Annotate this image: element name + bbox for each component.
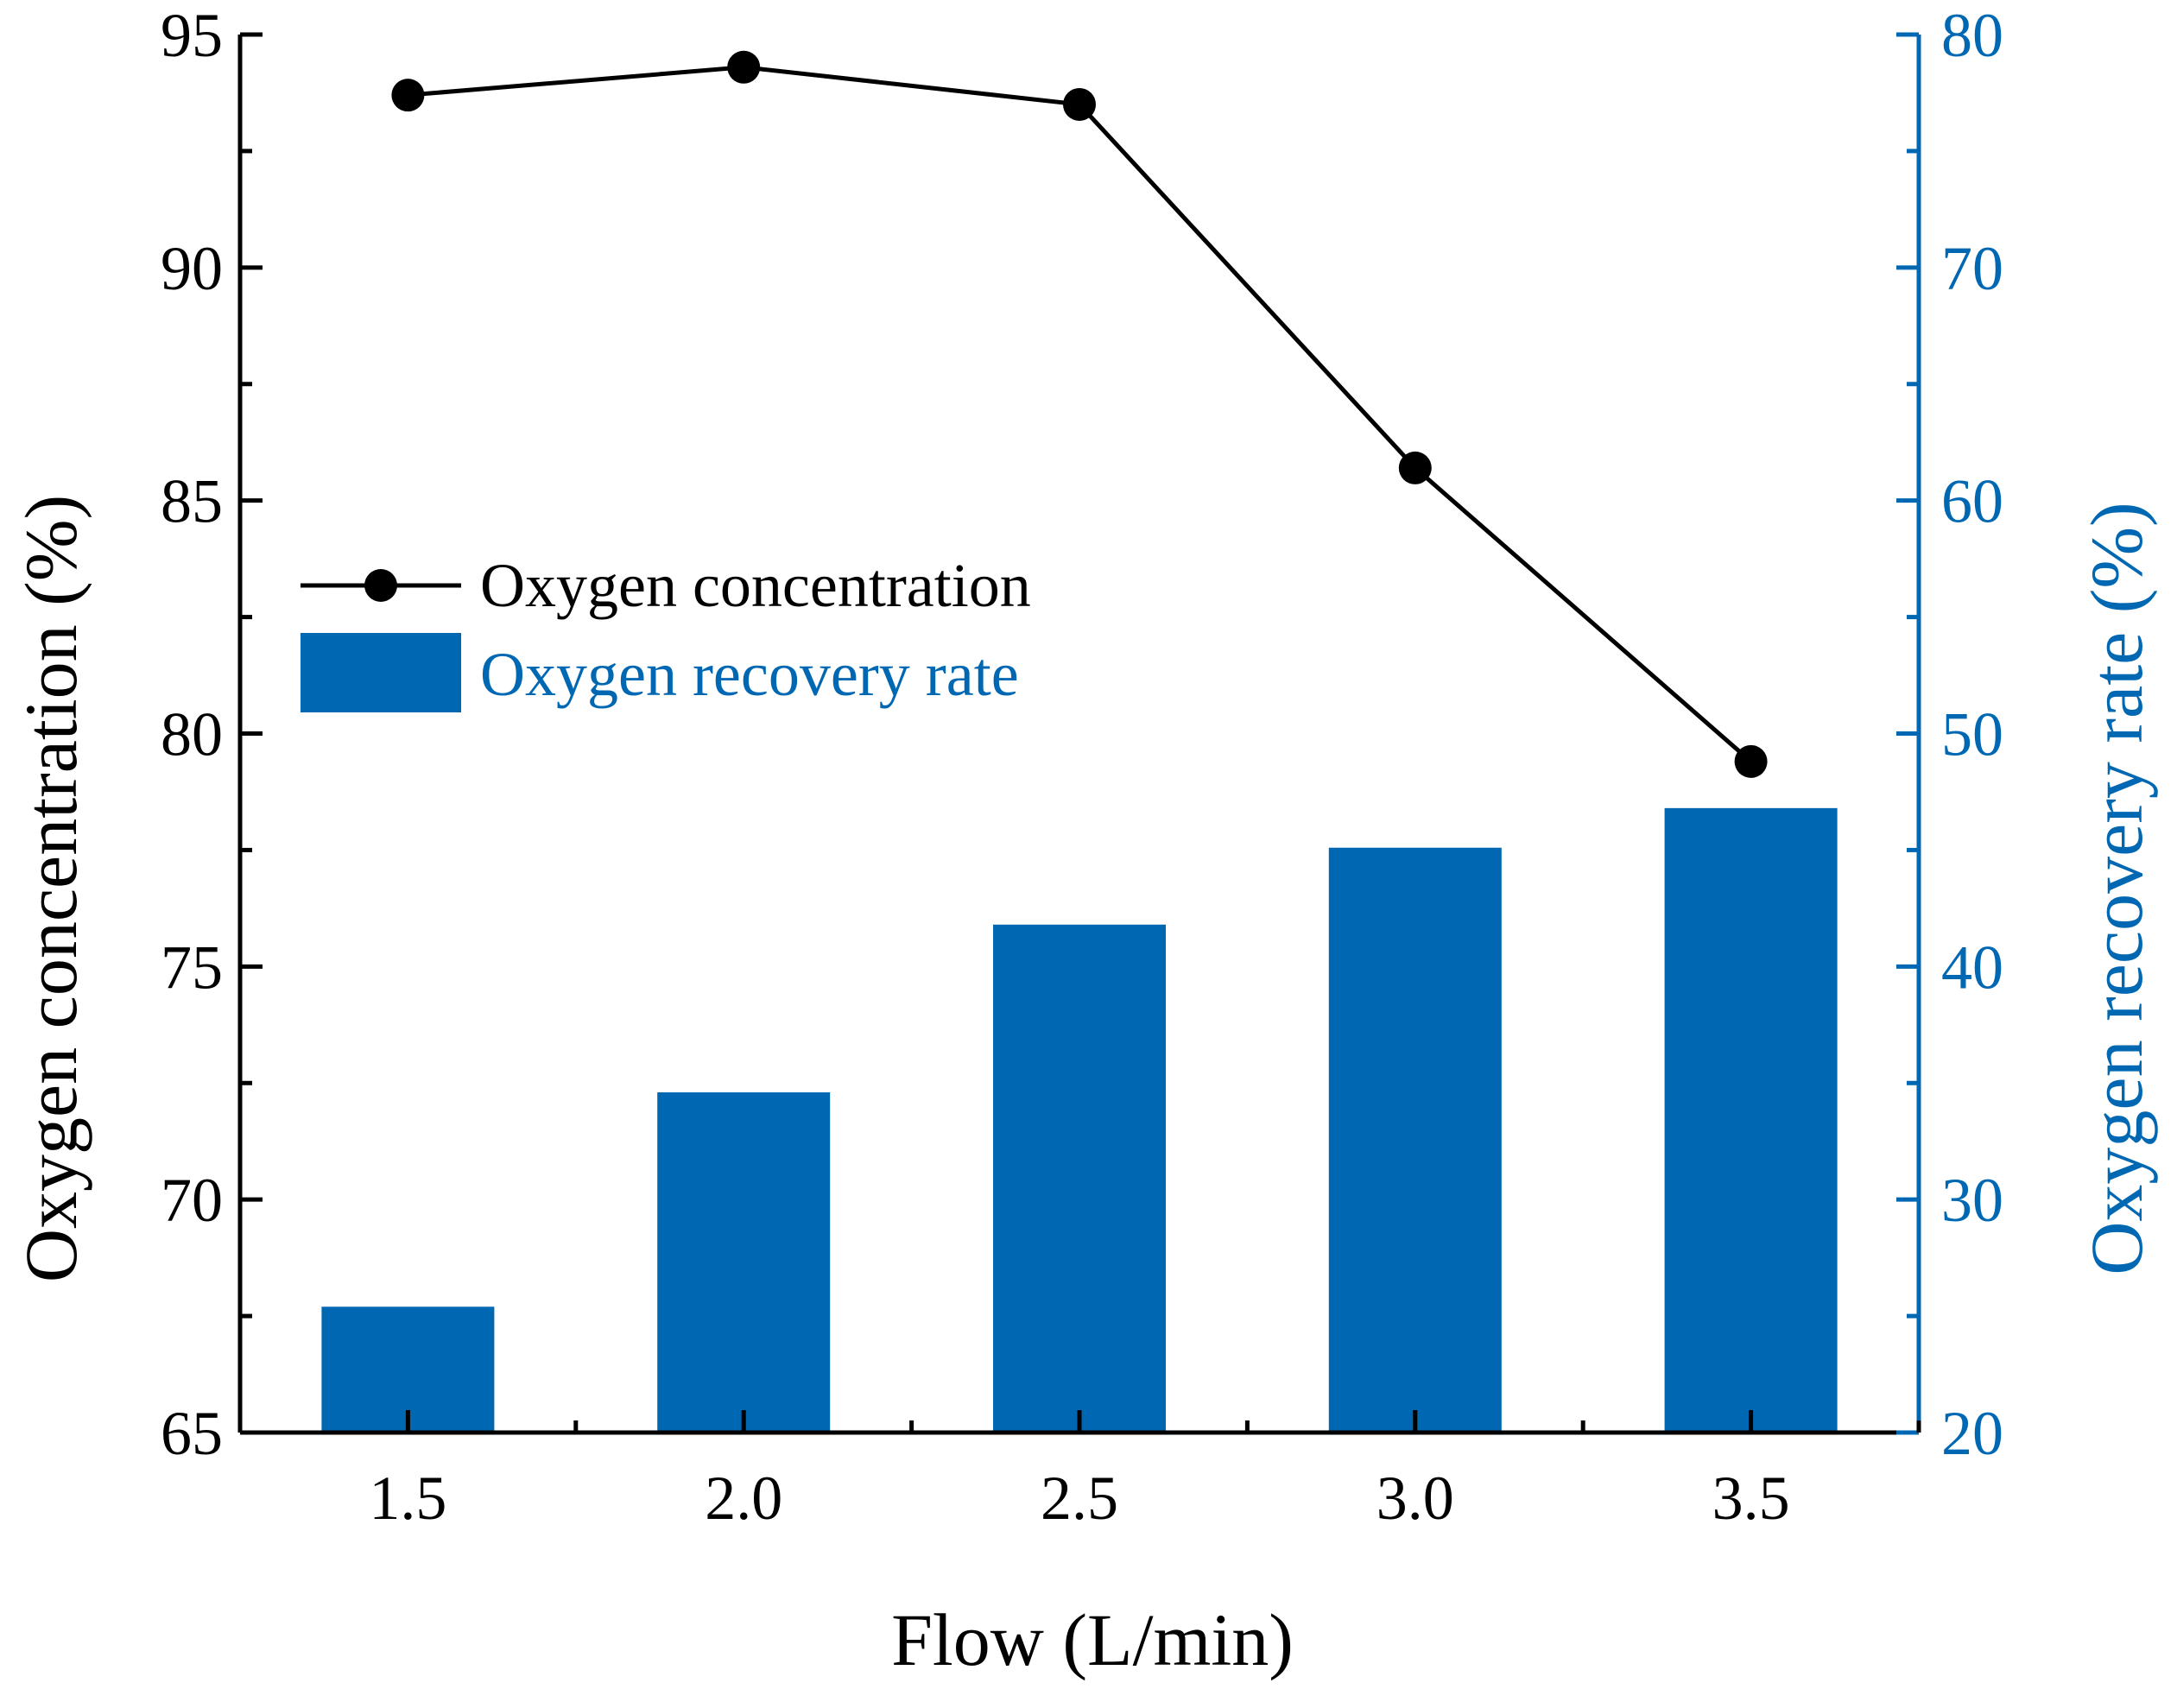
x-tick-label: 3.5: [1712, 1464, 1790, 1533]
right-tick-label: 20: [1941, 1399, 2003, 1468]
left-tick-label: 70: [161, 1166, 223, 1235]
point-3.5: [1734, 744, 1768, 778]
left-tick-label: 80: [161, 700, 223, 769]
left-tick-label: 85: [161, 467, 223, 536]
left-tick-label: 75: [161, 933, 223, 1002]
x-tick-label: 1.5: [369, 1464, 446, 1533]
left-axis-title: Oxygen concentration (%): [9, 495, 92, 1282]
left-tick-label: 95: [161, 1, 223, 70]
right-tick-label: 60: [1941, 467, 2003, 536]
right-tick-label: 30: [1941, 1166, 2003, 1235]
axes-layer: [237, 32, 1921, 1435]
x-tick-label: 2.5: [1041, 1464, 1118, 1533]
legend: Oxygen concentration Oxygen recovery rat…: [301, 551, 1031, 712]
bar-3.5: [1664, 807, 1838, 1433]
right-tick-label: 70: [1941, 234, 2003, 303]
line-layer: [391, 50, 1768, 778]
point-2.0: [727, 50, 761, 84]
right-tick-label: 50: [1941, 700, 2003, 769]
bar-3.0: [1328, 847, 1502, 1433]
legend-label-oxygen-recovery-rate: Oxygen recovery rate: [480, 640, 1019, 709]
legend-label-oxygen-concentration: Oxygen concentration: [480, 551, 1031, 620]
legend-marker: [364, 569, 397, 602]
right-tick-label: 80: [1941, 1, 2003, 70]
bar-2.0: [657, 1092, 831, 1433]
point-2.5: [1063, 87, 1096, 121]
right-tick-label: 40: [1941, 933, 2003, 1002]
left-tick-label: 65: [161, 1399, 223, 1468]
bar-2.5: [993, 924, 1166, 1433]
point-1.5: [391, 79, 425, 112]
x-tick-label: 2.0: [705, 1464, 782, 1533]
x-tick-label: 3.0: [1376, 1464, 1454, 1533]
left-tick-label: 90: [161, 234, 223, 303]
labels-layer: 65 70 75 80 85 90 95 20 30 40 50 60 70 80 1.5 2.0 2.5 3.0…: [161, 1, 2003, 1533]
x-axis-title: Flow (L/min): [891, 1598, 1294, 1681]
right-axis-title: Oxygen recovery rate (%): [2075, 502, 2158, 1275]
legend-bar-swatch: [301, 633, 461, 712]
point-3.0: [1398, 451, 1432, 484]
bars-layer: [321, 807, 1838, 1433]
